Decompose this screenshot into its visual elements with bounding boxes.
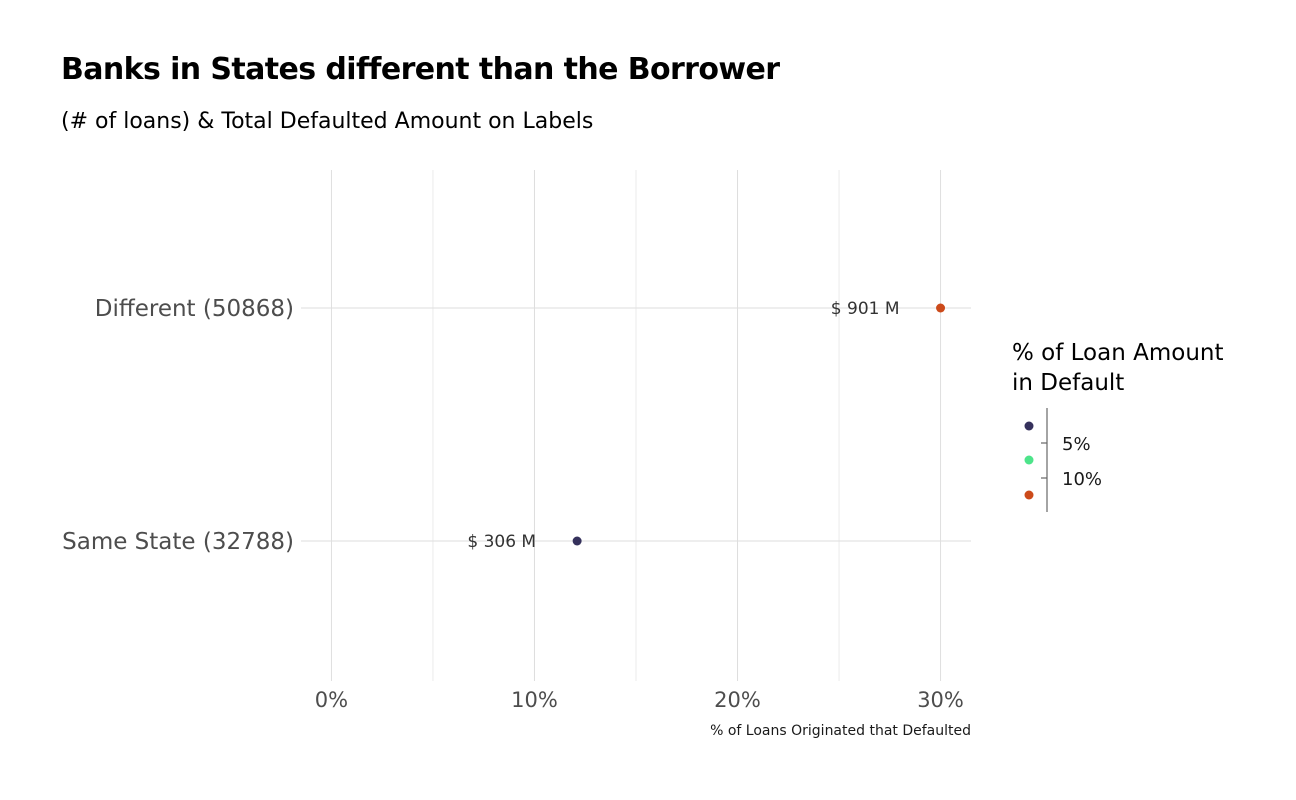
x-tick-label: 10% <box>511 688 558 712</box>
legend-key-dot <box>1024 490 1034 500</box>
x-tick-label: 0% <box>315 688 348 712</box>
legend-tick-label: 10% <box>1062 469 1102 490</box>
x-tick-label: 20% <box>714 688 761 712</box>
legend-title: in Default <box>1012 370 1124 396</box>
data-point <box>936 303 946 313</box>
axis-layer: 0% 10% 20% 30% % of Loans Originated that De… <box>62 296 971 739</box>
mark-layer: $ 901 M $ 306 M <box>467 299 946 552</box>
x-tick-label: 30% <box>917 688 964 712</box>
y-tick-label: Same State (32788) <box>62 529 294 555</box>
chart-title: Banks in States different than the Borro… <box>61 52 780 87</box>
data-point <box>572 536 582 546</box>
x-axis-title: % of Loans Originated that Defaulted <box>710 723 971 739</box>
data-label: $ 901 M <box>831 299 900 319</box>
chart-subtitle: (# of loans) & Total Defaulted Amount on… <box>61 109 594 134</box>
legend-key-dot <box>1024 455 1034 465</box>
legend-tick-label: 5% <box>1062 434 1091 455</box>
grid-layer <box>301 170 971 681</box>
legend: % of Loan Amount in Default 5% 10% <box>1012 340 1224 512</box>
data-label: $ 306 M <box>467 532 536 552</box>
legend-title: % of Loan Amount <box>1012 340 1224 366</box>
y-tick-label: Different (50868) <box>95 296 294 322</box>
legend-key-dot <box>1024 421 1034 431</box>
